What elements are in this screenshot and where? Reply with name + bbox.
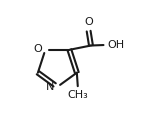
Text: CH₃: CH₃ — [68, 90, 88, 100]
Text: O: O — [84, 17, 93, 27]
Text: O: O — [34, 44, 42, 54]
Text: N: N — [46, 82, 54, 92]
Text: OH: OH — [107, 40, 125, 50]
